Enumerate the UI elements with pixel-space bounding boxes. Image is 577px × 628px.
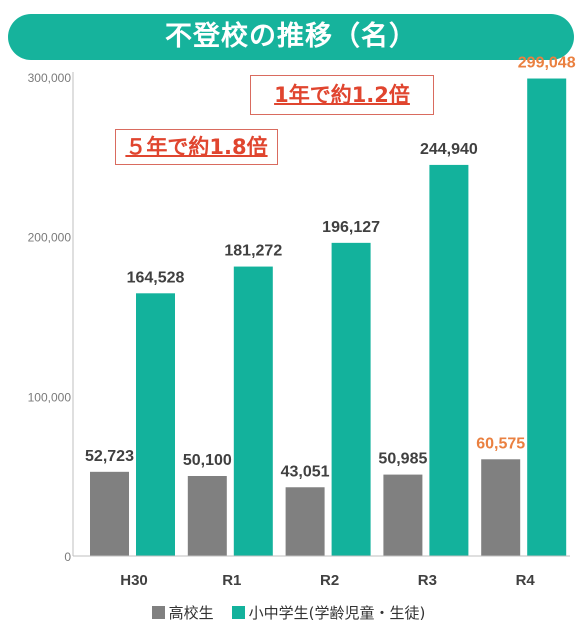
data-label-elementary-middle: 244,940 <box>420 141 478 158</box>
x-tick-label: R4 <box>516 572 536 589</box>
bar-elementary-middle <box>527 78 567 557</box>
data-label-elementary-middle: 181,272 <box>224 243 282 260</box>
data-label-high-school: 50,100 <box>183 452 232 469</box>
x-tick-label: R3 <box>418 572 437 589</box>
data-label-elementary-middle: 164,528 <box>127 269 185 286</box>
legend-label-high-school: 高校生 <box>168 603 214 622</box>
legend-item-high-school: 高校生 <box>151 602 214 623</box>
chart-legend: 高校生 小中学生(学齢児童・生徒) <box>0 601 577 623</box>
bar-high-school <box>90 471 129 556</box>
bar-high-school <box>187 476 227 556</box>
chart-title: 不登校の推移（名） <box>165 21 417 52</box>
data-label-high-school: 43,051 <box>281 463 330 480</box>
data-label-high-school: 52,723 <box>85 448 134 465</box>
bar-high-school <box>285 487 325 556</box>
annotation-five-year: ５年で約1.8倍 <box>115 129 278 165</box>
bar-elementary-middle <box>331 242 371 556</box>
y-tick-label: 0 <box>64 550 71 564</box>
annotation-one-year-text: 1年で約1.2倍 <box>274 83 410 107</box>
bar-elementary-middle <box>136 293 175 556</box>
title-banner: 不登校の推移（名） <box>8 14 574 60</box>
y-tick-label: 300,000 <box>28 71 72 85</box>
legend-label-elementary-middle: 小中学生(学齢児童・生徒) <box>248 603 426 622</box>
y-tick-label: 200,000 <box>28 231 72 245</box>
legend-item-elementary-middle: 小中学生(学齢児童・生徒) <box>231 602 426 623</box>
x-tick-label: R1 <box>222 572 241 589</box>
data-label-elementary-middle: 196,127 <box>322 219 380 236</box>
y-tick-label: 100,000 <box>28 390 72 404</box>
bar-elementary-middle <box>233 266 273 556</box>
x-tick-label: R2 <box>320 572 339 589</box>
bar-chart: 0 100,000 200,000 300,000 52,723 164,528 H30 50… <box>28 55 576 589</box>
data-label-high-school: 50,985 <box>378 451 427 468</box>
x-tick-label: H30 <box>120 572 148 589</box>
legend-swatch-elementary-middle <box>231 605 245 619</box>
bar-high-school <box>383 474 423 556</box>
bar-elementary-middle <box>429 164 469 556</box>
bar-high-school <box>481 459 521 556</box>
legend-swatch-high-school <box>151 605 165 619</box>
data-label-elementary-middle: 299,048 <box>518 55 576 72</box>
annotation-five-year-text: ５年で約1.8倍 <box>125 135 268 159</box>
data-label-high-school: 60,575 <box>476 435 525 452</box>
annotation-one-year: 1年で約1.2倍 <box>250 75 434 115</box>
